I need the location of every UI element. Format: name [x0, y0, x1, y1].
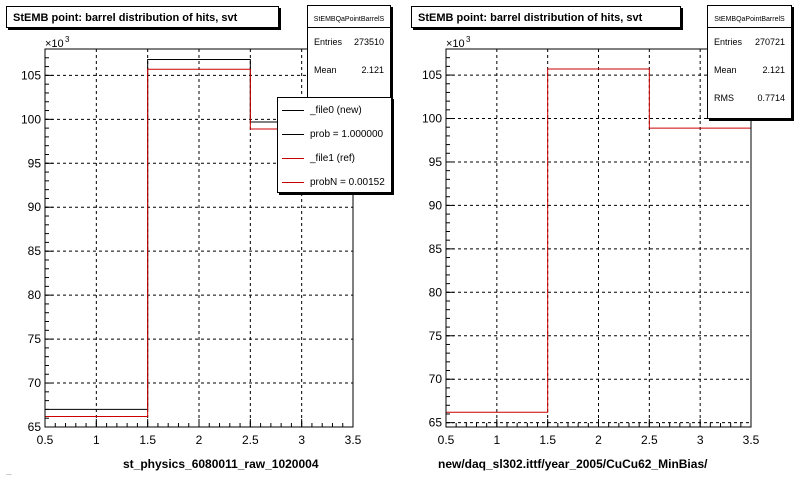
- legend-label: prob = 1.000000: [310, 128, 384, 140]
- legend-swatch: [282, 181, 304, 183]
- x-tick-label: 3.5: [743, 433, 760, 447]
- y-tick-label: 100: [21, 112, 41, 126]
- left-pad: 0.5 1 1.5 2 2.5 3 3.5 65 70 75 80 85 90 95 100 105 ×10 3 …: [6, 5, 392, 471]
- x-tick-label: 3.5: [345, 433, 362, 447]
- y-tick-label: 105: [422, 68, 442, 82]
- y-multiplier: ×10: [446, 38, 465, 50]
- stats-value: 2.121: [361, 65, 384, 75]
- left-stats-box: StEMBQaPointBarrelS Entries 273510 Mean …: [307, 5, 391, 101]
- right-x-axis-title: new/daq_sl302.ittf/year_2005/CuCu62_MinB…: [438, 457, 708, 471]
- histogram-series-0: [445, 68, 752, 427]
- x-tick-label: 1.5: [539, 433, 556, 447]
- stats-label: Mean: [314, 65, 337, 75]
- legend-entry: _file0 (new): [278, 98, 391, 122]
- y-multiplier-exponent: 3: [65, 35, 70, 44]
- stats-value: 270721: [754, 37, 785, 47]
- legend-entry: probN = 0.00152: [278, 170, 391, 192]
- x-tick-label: 1: [93, 433, 100, 447]
- legend-label: _file1 (ref): [310, 152, 356, 164]
- left-stats-mean: Mean 2.121: [308, 56, 390, 84]
- x-tick-label: 2: [196, 433, 203, 447]
- y-tick-label: 105: [21, 68, 41, 82]
- y-multiplier: ×10: [45, 38, 64, 50]
- stats-label: Mean: [714, 65, 737, 75]
- stats-value: 0.7714: [757, 93, 785, 103]
- right-stats-title: StEMBQaPointBarrelS: [708, 6, 791, 28]
- y-tick-label: 75: [429, 329, 443, 343]
- legend-swatch: [282, 109, 304, 111]
- y-multiplier-exponent: 3: [466, 35, 471, 44]
- left-title: StEMB point: barrel distribution of hits…: [6, 6, 279, 28]
- y-tick-label: 95: [429, 155, 443, 169]
- x-tick-label: 3: [298, 433, 305, 447]
- legend-label: probN = 0.00152: [310, 176, 385, 188]
- right-stats-box: StEMBQaPointBarrelS Entries 270721 Mean …: [707, 5, 792, 119]
- y-tick-label: 85: [28, 244, 42, 258]
- right-title: StEMB point: barrel distribution of hits…: [411, 6, 681, 28]
- y-tick-label: 80: [28, 288, 42, 302]
- x-tick-label: 2.5: [641, 433, 658, 447]
- stats-label: Entries: [314, 37, 343, 47]
- y-tick-label: 95: [28, 156, 42, 170]
- right-stats-rms: RMS 0.7714: [708, 84, 791, 112]
- y-tick-label: 85: [429, 242, 443, 256]
- y-tick-label: 75: [28, 332, 42, 346]
- legend: _file0 (new) prob = 1.000000 _file1 (ref…: [277, 97, 392, 193]
- legend-label: _file0 (new): [310, 104, 362, 116]
- y-tick-label: 65: [28, 420, 42, 434]
- x-tick-label: 2.5: [242, 433, 259, 447]
- y-tick-label: 90: [429, 198, 443, 212]
- y-tick-label: 90: [28, 200, 42, 214]
- left-stats-title: StEMBQaPointBarrelS: [308, 6, 390, 28]
- left-x-axis-title: st_physics_6080011_raw_1020004: [123, 457, 319, 471]
- x-tick-label: 0.5: [37, 433, 54, 447]
- x-tick-label: 3: [697, 433, 704, 447]
- stats-label: RMS: [714, 93, 734, 103]
- stats-label: Entries: [714, 37, 743, 47]
- stats-value: 2.121: [762, 65, 785, 75]
- right-stats-entries: Entries 270721: [708, 28, 791, 56]
- right-pad: 0.5 1 1.5 2 2.5 3 3.5 65 70 75 80 85 90 95 100 105 ×10 3 …: [400, 0, 800, 480]
- y-tick-label: 100: [422, 112, 442, 126]
- y-tick-label: 70: [28, 376, 42, 390]
- legend-swatch: [282, 133, 304, 135]
- right-stats-mean: Mean 2.121: [708, 56, 791, 84]
- stats-value: 273510: [353, 37, 384, 47]
- x-tick-label: 1: [493, 433, 500, 447]
- x-tick-label: 2: [595, 433, 602, 447]
- legend-entry: _file1 (ref): [278, 146, 391, 170]
- footer-text: ...: [6, 470, 12, 477]
- x-tick-label: 0.5: [438, 433, 455, 447]
- y-tick-label: 80: [429, 285, 443, 299]
- y-tick-label: 65: [429, 416, 443, 430]
- y-tick-label: 70: [429, 372, 443, 386]
- x-tick-label: 1.5: [139, 433, 156, 447]
- legend-entry: prob = 1.000000: [278, 122, 391, 146]
- left-stats-entries: Entries 273510: [308, 28, 390, 56]
- legend-swatch: [282, 157, 304, 159]
